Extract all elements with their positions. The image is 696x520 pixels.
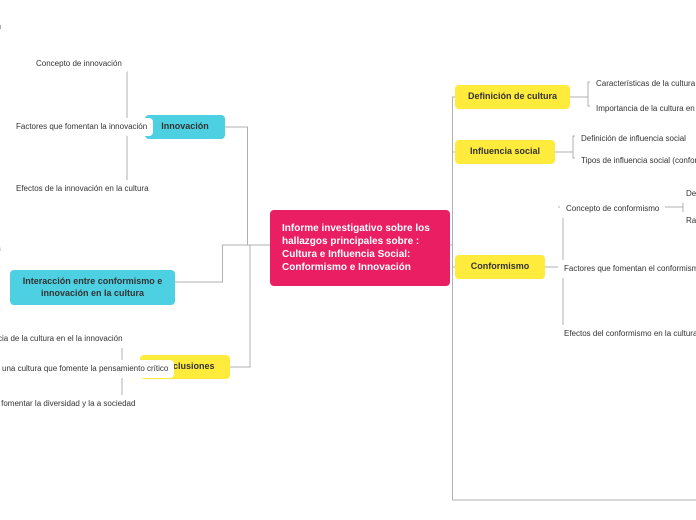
sub-node: Concepto de conformismo (560, 200, 665, 218)
sub-node: e innovación (0, 18, 7, 36)
center-node: Informe investigativo sobre los hallazgo… (270, 210, 450, 286)
sub-node: ción (0, 240, 7, 258)
sub-node: Efectos del conformismo en la cultura (558, 325, 696, 343)
sub-node: Características de la cultura (590, 75, 696, 93)
sub-node: Defini (680, 185, 696, 203)
sub-node: en la cultura (0, 38, 6, 56)
sub-node: Factores que fomentan el conformismo (558, 260, 696, 278)
sub-node: Factores que fomentan la innovación (10, 118, 153, 136)
sub-node: Razon (680, 212, 696, 230)
topic-interaccion: Interacción entre conformismo e innovaci… (10, 270, 175, 305)
topic-influencia: Influencia social (455, 140, 555, 164)
sub-node: tes (0, 305, 3, 323)
sub-node: promover una cultura que fomente la pens… (0, 360, 174, 378)
topic-conformismo: Conformismo (455, 255, 545, 279)
topic-defcultura: Definición de cultura (455, 85, 570, 109)
sub-node: Definición de influencia social (575, 130, 692, 148)
sub-node: la influencia de la cultura en el la inn… (0, 330, 129, 348)
sub-node: Concepto de innovación (30, 55, 128, 73)
sub-node: ción para fomentar la diversidad y la a … (0, 395, 141, 413)
topic-innovacion: Innovación (145, 115, 225, 139)
sub-node: Importancia de la cultura en la so (590, 100, 696, 118)
sub-node: Tipos de influencia social (conformism (575, 152, 696, 170)
sub-node: Efectos de la innovación en la cultura (10, 180, 155, 198)
